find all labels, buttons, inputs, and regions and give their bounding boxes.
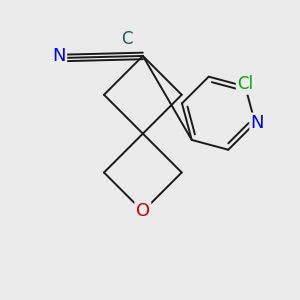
Text: N: N (251, 114, 264, 132)
Text: N: N (52, 47, 66, 65)
Text: C: C (121, 30, 132, 48)
Text: O: O (136, 202, 150, 220)
Text: Cl: Cl (237, 75, 253, 93)
